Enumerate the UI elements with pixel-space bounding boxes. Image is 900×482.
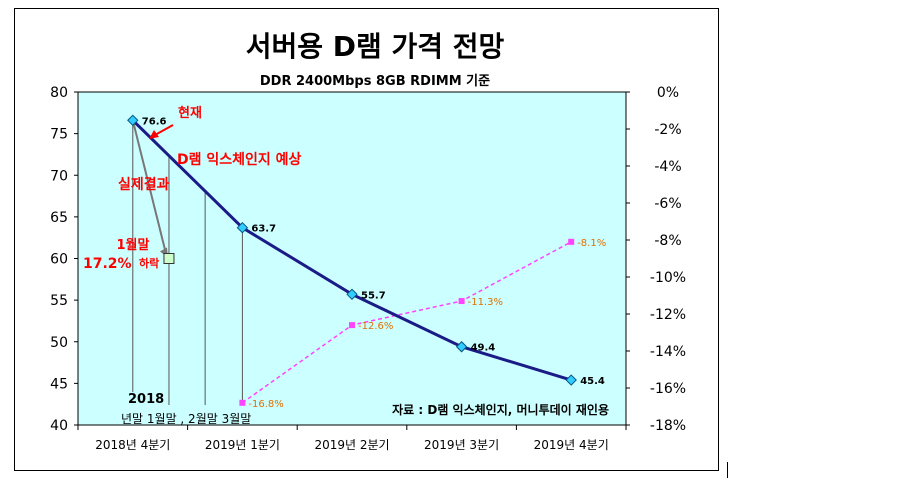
- y-left-tick-label: 40: [50, 418, 68, 434]
- chart-subtitle: DDR 2400Mbps 8GB RDIMM 기준: [260, 74, 490, 89]
- change-rate-label: -16.8%: [248, 399, 283, 410]
- month-labels: 년말 1월말 , 2월말 3월말: [121, 412, 251, 426]
- y-left-tick-label: 55: [50, 293, 68, 309]
- y-right-tick-label: -10%: [650, 270, 686, 286]
- price-forecast-label: 55.7: [361, 290, 386, 301]
- change-rate-marker: [568, 239, 574, 245]
- y-left-tick-label: 75: [50, 127, 68, 143]
- y-right-tick-label: -4%: [654, 159, 681, 175]
- year-label: 2018: [128, 392, 164, 407]
- change-rate-label: -8.1%: [577, 238, 606, 249]
- x-tick-label: 2019년 4분기: [534, 438, 609, 452]
- actual-label: 실제결과: [118, 176, 170, 193]
- x-tick-label: 2019년 2분기: [314, 438, 389, 452]
- y-left-tick-label: 65: [50, 210, 68, 226]
- drop-word-label: 하락: [139, 256, 159, 270]
- y-right-tick-label: 0%: [657, 85, 679, 101]
- y-right-tick-label: -6%: [654, 196, 681, 212]
- y-right-tick-label: -14%: [650, 344, 686, 360]
- change-rate-label: -11.3%: [468, 297, 503, 308]
- forecast-label: D램 익스체인지 예상: [177, 151, 302, 168]
- y-left-tick-label: 70: [50, 168, 68, 184]
- change-rate-marker: [239, 400, 245, 406]
- y-right-tick-label: -16%: [650, 381, 686, 397]
- change-rate-marker: [349, 322, 355, 328]
- actual-result-marker: [164, 254, 174, 264]
- drop-pct-label: 17.2%: [83, 256, 132, 272]
- y-left-tick-label: 45: [50, 376, 68, 392]
- price-forecast-label: 63.7: [251, 224, 276, 235]
- text-cursor: [727, 462, 728, 478]
- source-note: 자료 : D램 익스체인지, 머니투데이 재인용: [392, 402, 609, 417]
- x-tick-label: 2018년 4분기: [95, 438, 170, 452]
- price-forecast-label: 49.4: [471, 343, 496, 354]
- chart-title: 서버용 D램 가격 전망: [246, 30, 505, 63]
- y-left-tick-label: 60: [50, 252, 68, 268]
- x-tick-label: 2019년 3분기: [424, 438, 499, 452]
- price-forecast-label: 45.4: [580, 376, 605, 387]
- x-tick-label: 2019년 1분기: [205, 438, 280, 452]
- y-right-tick-label: -2%: [654, 122, 681, 138]
- y-right-tick-label: -8%: [654, 233, 681, 249]
- plot-area: [78, 92, 626, 425]
- forecast-label-text: D램 익스체인지 예상: [177, 151, 302, 168]
- price-forecast-chart: 서버용 D램 가격 전망 DDR 2400Mbps 8GB RDIMM 기준 8…: [15, 9, 718, 470]
- change-rate-marker: [459, 298, 465, 304]
- current-label: 현재: [178, 105, 202, 121]
- jan-end-label: 1월말: [117, 237, 150, 253]
- y-left-tick-label: 80: [50, 85, 68, 101]
- y-right-tick-label: -12%: [650, 307, 686, 323]
- y-right-tick-label: -18%: [650, 418, 686, 434]
- change-rate-label: -12.6%: [358, 321, 393, 332]
- chart-frame: 서버용 D램 가격 전망 DDR 2400Mbps 8GB RDIMM 기준 8…: [14, 8, 719, 471]
- y-left-tick-label: 50: [50, 335, 68, 351]
- price-forecast-label: 76.6: [142, 116, 167, 127]
